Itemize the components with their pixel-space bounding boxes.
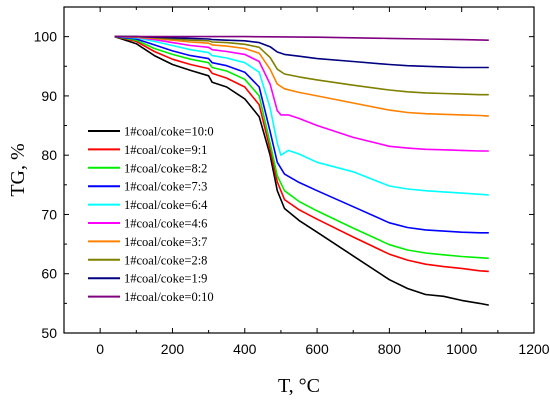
x-axis-label: T, °C	[278, 375, 320, 397]
series-line-7	[114, 35, 489, 96]
legend-label-4: 1#coal/coke=6:4	[124, 198, 208, 212]
y-tick-label-0: 50	[41, 325, 57, 341]
series-line-3	[114, 35, 489, 234]
legend-label-2: 1#coal/coke=8:2	[124, 161, 207, 175]
axis-ticks	[63, 6, 535, 334]
x-tick-label-4: 800	[378, 341, 402, 357]
legend-label-9: 1#coal/coke=0:10	[124, 290, 214, 304]
x-tick-label-6: 1200	[518, 341, 549, 357]
y-tick-label-1: 60	[41, 266, 57, 282]
series-line-9	[114, 35, 489, 41]
series-line-4	[114, 35, 489, 196]
series-line-2	[114, 35, 489, 260]
series-layer	[114, 35, 489, 306]
series-line-8	[114, 35, 489, 69]
legend-label-6: 1#coal/coke=3:7	[124, 235, 207, 249]
y-tick-label-3: 80	[41, 147, 57, 163]
legend-label-0: 1#coal/coke=10:0	[124, 125, 214, 139]
series-line-0	[114, 35, 489, 306]
legend-label-7: 1#coal/coke=2:8	[124, 253, 207, 267]
x-tick-label-2: 400	[233, 341, 257, 357]
y-axis-label: TG, %	[7, 143, 29, 196]
x-tick-label-0: 0	[96, 341, 104, 357]
y-tick-label-2: 70	[41, 206, 57, 222]
tick-labels: 0 200 400 600 800 1000 1200 50 60 70 80 90 100	[34, 29, 550, 357]
legend-label-3: 1#coal/coke=7:3	[124, 180, 207, 194]
y-tick-label-5: 100	[34, 29, 58, 45]
legend-label-5: 1#coal/coke=4:6	[124, 217, 207, 231]
series-line-5	[114, 35, 489, 152]
legend-label-1: 1#coal/coke=9:1	[124, 143, 207, 157]
x-tick-label-3: 600	[305, 341, 329, 357]
y-tick-label-4: 90	[41, 88, 57, 104]
series-line-1	[114, 35, 489, 273]
plot-frame	[63, 6, 535, 334]
legend: 1#coal/coke=10:0 1#coal/coke=9:1 1#coal/co…	[88, 125, 214, 304]
legend-label-8: 1#coal/coke=1:9	[124, 272, 207, 286]
x-tick-label-5: 1000	[446, 341, 477, 357]
x-tick-label-1: 200	[161, 341, 185, 357]
series-line-6	[114, 35, 489, 117]
